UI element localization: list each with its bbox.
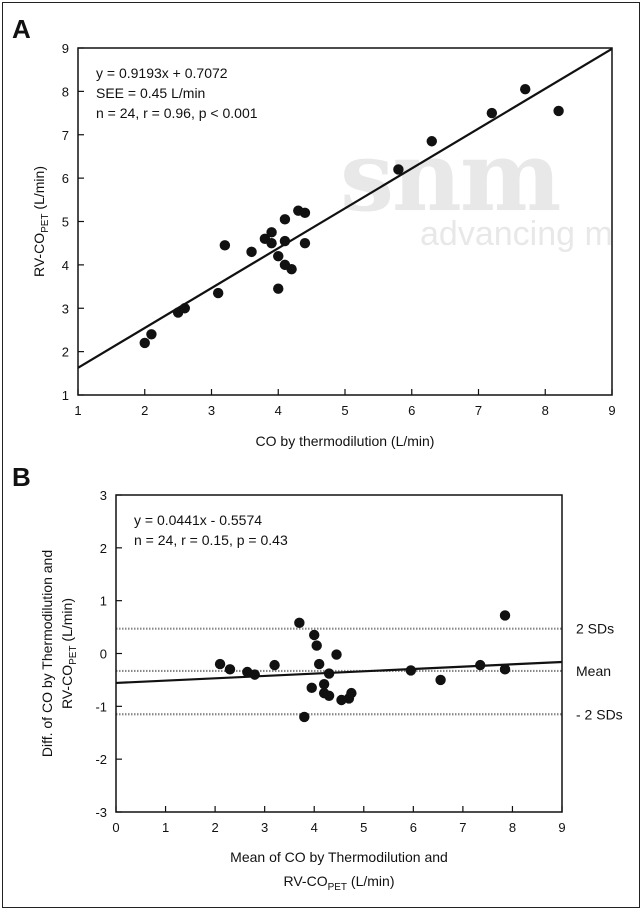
chart-b-y-tick-label-0: -3 — [95, 805, 107, 820]
chart-b-data-point-13 — [323, 668, 335, 679]
chart-a-data-point-5 — [219, 240, 231, 251]
chart-a-x-tick-label-4: 5 — [341, 403, 348, 418]
chart-a-data-point-15 — [286, 264, 297, 275]
chart-a-data-point-17 — [299, 207, 311, 219]
chart-a-x-tick-label-3: 4 — [275, 403, 282, 418]
chart-b-x-axis-label-line1: Mean of CO by Thermodilution and — [230, 849, 448, 865]
chart-b-data-point-1 — [224, 664, 236, 675]
chart-b-x-tick-label-0: 0 — [112, 820, 119, 835]
chart-b-x-tick-label-2: 2 — [211, 820, 218, 835]
chart-a-data-point-20 — [426, 136, 437, 147]
chart-b-data-point-7 — [306, 682, 317, 694]
chart-a-y-tick-label-2: 3 — [62, 301, 69, 316]
chart-a-data-point-0 — [139, 337, 150, 349]
chart-b-annotation-0: y = 0.0441x - 0.5574 — [134, 512, 262, 528]
chart-b-y-axis-label-line2: RV-COPET (L/min) — [59, 598, 79, 709]
chart-b-data-point-14 — [323, 690, 335, 701]
chart-a-x-tick-label-6: 7 — [475, 403, 482, 418]
chart-a-y-tick-label-5: 6 — [62, 171, 69, 186]
chart-b-x-tick-label-6: 6 — [410, 820, 417, 835]
chart-a-y-tick-label-7: 8 — [62, 84, 69, 99]
chart-b-data-point-0 — [214, 658, 226, 670]
chart-a-data-point-1 — [146, 329, 157, 340]
chart-b-data-point-10 — [313, 658, 325, 670]
chart-b-x-tick-label-8: 8 — [509, 820, 516, 835]
chart-b-x-tick-label-7: 7 — [459, 820, 466, 835]
chart-b-data-point-4 — [269, 659, 280, 671]
chart-b-y-tick-label-4: 1 — [100, 594, 107, 609]
chart-b-data-point-5 — [294, 617, 305, 629]
chart-a-x-tick-label-0: 1 — [74, 403, 81, 418]
chart-b-data-point-23 — [499, 664, 511, 675]
chart-b-y-tick-label-1: -2 — [95, 752, 107, 767]
chart-b-x-tick-label-1: 1 — [162, 820, 169, 835]
chart-a-data-point-4 — [212, 287, 224, 299]
chart-a-data-point-8 — [266, 227, 277, 238]
chart-b-y-tick-label-6: 3 — [100, 488, 107, 503]
chart-a-annotation-0: y = 0.9193x + 0.7072 — [96, 65, 228, 81]
chart-a-x-axis-label: CO by thermodilution (L/min) — [256, 433, 435, 449]
chart-a-data-point-18 — [299, 237, 311, 249]
chart-b-data-point-9 — [311, 640, 322, 651]
chart-b-x-tick-label-3: 3 — [261, 820, 268, 835]
chart-b-y-axis-label-line1: Diff. of CO by Thermodilution and — [39, 550, 55, 757]
chart-b-data-point-20 — [435, 674, 446, 686]
chart-a-data-point-23 — [553, 105, 564, 117]
chart-a-x-tick-label-8: 9 — [608, 403, 615, 418]
chart-a-annotation-2: n = 24, r = 0.96, p < 0.001 — [96, 105, 258, 121]
chart-b-annotation-1: n = 24, r = 0.15, p = 0.43 — [134, 532, 288, 548]
chart-a-annotation-1: SEE = 0.45 L/min — [96, 85, 205, 101]
chart-b-x-axis-label-line2: RV-COPET (L/min) — [284, 873, 395, 893]
chart-a-x-tick-label-2: 3 — [208, 403, 215, 418]
chart-a-data-point-13 — [279, 235, 291, 247]
chart-b-data-point-11 — [318, 678, 330, 690]
chart-b-y-tick-label-2: -1 — [95, 699, 107, 714]
chart-a-y-tick-label-4: 5 — [62, 215, 69, 230]
chart-b-data-point-8 — [309, 629, 320, 641]
chart-b-ref-label-0: 2 SDs — [576, 621, 614, 637]
panel-b-letter: B — [12, 462, 31, 492]
chart-b-data-point-19 — [405, 665, 417, 676]
chart-a-data-point-10 — [273, 251, 284, 262]
chart-a-y-tick-label-6: 7 — [62, 128, 69, 143]
chart-a-y-tick-label-1: 2 — [62, 345, 69, 360]
chart-a-data-point-9 — [266, 237, 277, 249]
chart-b-x-tick-label-5: 5 — [360, 820, 367, 835]
chart-a-data-point-21 — [486, 107, 498, 119]
chart-b-data-point-22 — [499, 610, 511, 621]
chart-a-data-point-11 — [273, 283, 284, 294]
chart-a-regression-line — [77, 47, 613, 369]
chart-a-x-tick-label-5: 6 — [408, 403, 415, 418]
chart-b-ref-label-2: - 2 SDs — [576, 706, 623, 722]
chart-b-data-point-21 — [475, 659, 486, 671]
chart-b-y-tick-label-3: 0 — [100, 647, 107, 662]
chart-a-data-point-6 — [246, 246, 257, 258]
chart-b-ref-label-1: Mean — [576, 663, 611, 679]
chart-a: 1 2 3 4 5 6 7 8 9 1 2 3 4 5 6 7 8 9 y = 0.9193x + 0.7072 SE… — [31, 41, 616, 449]
chart-a-y-tick-label-3: 4 — [62, 258, 69, 273]
chart-b-data-point-3 — [249, 669, 260, 680]
chart-a-x-tick-label-1: 2 — [141, 403, 148, 418]
chart-a-data-point-3 — [179, 303, 190, 314]
chart-b-x-tick-label-4: 4 — [311, 820, 318, 835]
panel-a-letter: A — [12, 14, 31, 44]
chart-b-data-point-18 — [346, 687, 357, 699]
chart-a-y-tick-label-8: 9 — [62, 41, 69, 56]
chart-b-data-point-6 — [299, 711, 310, 723]
chart-b-regression-line — [115, 660, 563, 685]
chart-b-x-tick-label-9: 9 — [558, 820, 565, 835]
chart-a-y-axis-label: RV-COPET (L/min) — [31, 166, 51, 277]
chart-a-data-point-19 — [393, 164, 404, 175]
chart-a-data-point-12 — [279, 214, 291, 225]
chart-a-data-point-22 — [520, 84, 531, 95]
chart-b-data-point-15 — [331, 649, 342, 660]
chart-a-y-tick-label-0: 1 — [62, 388, 69, 403]
chart-b-y-tick-label-5: 2 — [100, 541, 107, 556]
chart-a-x-tick-label-7: 8 — [542, 403, 549, 418]
